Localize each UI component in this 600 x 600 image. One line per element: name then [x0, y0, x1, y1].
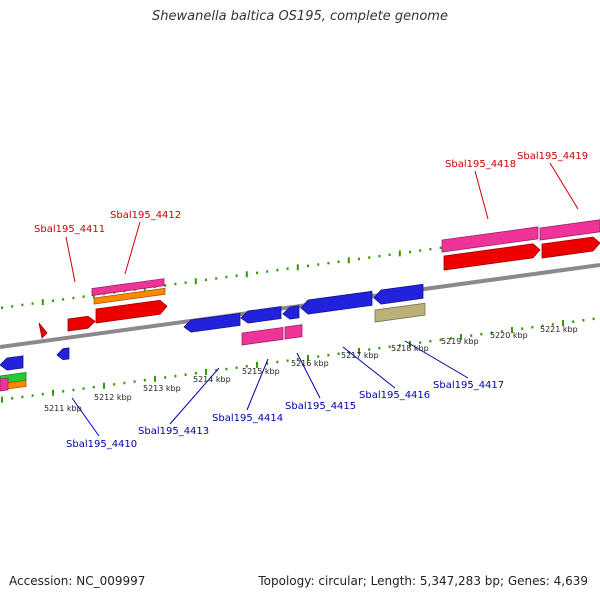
gene-arrow [539, 219, 600, 241]
gene-arrow [0, 377, 9, 392]
gene-label-plus: Sbal195_4412 [110, 210, 181, 221]
gene-arrow [541, 236, 600, 259]
gene-labels: Sbal195_4411Sbal195_4412Sbal195_4418Sbal… [34, 151, 588, 450]
gene-arrow [0, 355, 24, 371]
gene-arrow [240, 306, 282, 324]
kbp-tick-label: 5220 kbp [490, 331, 528, 340]
kbp-tick-label: 5212 kbp [94, 393, 132, 402]
label-leader [296, 352, 321, 399]
gene-arrow [443, 243, 541, 271]
gene-label-minus: Sbal195_4410 [66, 439, 137, 450]
kbp-tick-label: 5213 kbp [143, 384, 181, 393]
gene-label-minus: Sbal195_4413 [138, 426, 209, 437]
accession-text: Accession: NC_009997 [9, 574, 146, 588]
label-leader [71, 397, 100, 437]
gene-arrow [241, 326, 284, 346]
gene-label-minus: Sbal195_4415 [285, 401, 356, 412]
gene-arrow [282, 305, 300, 320]
gene-arrow [183, 312, 241, 333]
genome-backbone [0, 263, 600, 349]
label-leader [246, 358, 269, 411]
kbp-tick-label: 5214 kbp [193, 375, 231, 384]
gene-arrow [441, 226, 539, 253]
kbp-tick-label: 5216 kbp [291, 359, 329, 368]
kbp-tick-label: 5218 kbp [391, 344, 429, 353]
gene-arrow [284, 324, 303, 340]
label-leader [169, 367, 220, 425]
kbp-tick-label: 5221 kbp [540, 325, 578, 334]
label-leaders [65, 162, 579, 437]
lower-tick-track [1, 317, 595, 403]
label-leader [549, 162, 579, 210]
map-title: Shewanella baltica OS195, complete genom… [152, 9, 448, 24]
gene-arrow [95, 299, 168, 324]
gene-arrow [38, 322, 48, 339]
gene-arrow [300, 290, 373, 315]
label-leader [65, 236, 76, 283]
gene-arrow [93, 287, 166, 305]
kbp-tick-label: 5217 kbp [341, 351, 379, 360]
gene-label-minus: Sbal195_4414 [212, 413, 283, 424]
label-leader [404, 340, 469, 379]
gene-arrow [91, 278, 165, 296]
gene-label-plus: Sbal195_4418 [445, 159, 516, 170]
gene-arrow [374, 302, 426, 323]
gene-features [0, 219, 600, 392]
gene-arrow [56, 347, 70, 361]
gene-label-plus: Sbal195_4411 [34, 224, 105, 235]
gene-label-plus: Sbal195_4419 [517, 151, 588, 162]
kbp-tick-label: 5211 kbp [44, 404, 82, 413]
kbp-tick-label: 5219 kbp [441, 337, 479, 346]
gene-label-minus: Sbal195_4416 [359, 390, 430, 401]
label-leader [342, 346, 396, 389]
genome-summary-text: Topology: circular; Length: 5,347,283 bp… [258, 574, 588, 588]
label-leader [124, 221, 141, 275]
gene-arrow [67, 315, 96, 332]
kbp-tick-label: 5215 kbp [242, 367, 280, 376]
gene-label-minus: Sbal195_4417 [433, 380, 504, 391]
label-leader [474, 170, 489, 220]
gene-arrow [373, 283, 424, 305]
